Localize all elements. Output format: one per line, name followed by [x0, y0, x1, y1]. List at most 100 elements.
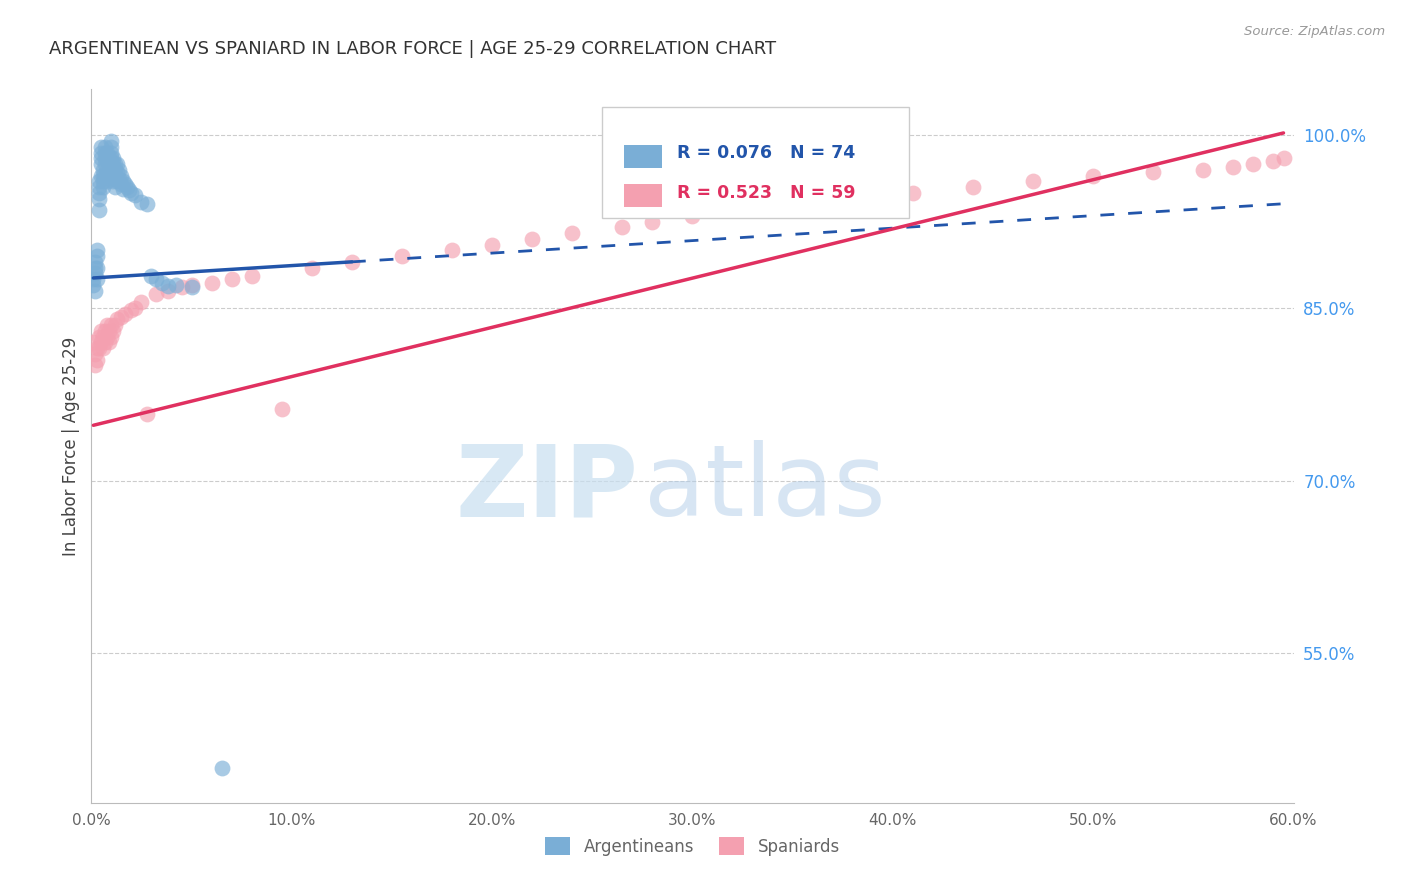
Point — [150, 276, 173, 290]
Point — [89, 186, 111, 200]
Point — [104, 318, 127, 333]
Point — [96, 151, 118, 165]
Point — [100, 134, 122, 148]
Point — [93, 341, 115, 355]
FancyBboxPatch shape — [624, 145, 662, 169]
Point — [131, 194, 153, 209]
Point — [156, 279, 179, 293]
Point — [107, 312, 129, 326]
Point — [107, 174, 129, 188]
Point — [156, 284, 179, 298]
Point — [681, 209, 703, 223]
Point — [94, 335, 117, 350]
Point — [82, 335, 104, 350]
Point — [96, 174, 118, 188]
Point — [90, 169, 112, 183]
Point — [84, 359, 107, 373]
Point — [93, 329, 115, 343]
Point — [180, 277, 202, 292]
Point — [103, 157, 125, 171]
Point — [180, 280, 202, 294]
Point — [1243, 157, 1265, 171]
Point — [1272, 151, 1295, 165]
Point — [103, 151, 125, 165]
Point — [100, 145, 122, 160]
Point — [124, 188, 146, 202]
Point — [90, 324, 112, 338]
Point — [1263, 153, 1285, 168]
Point — [89, 329, 111, 343]
Point — [100, 140, 122, 154]
Point — [108, 172, 131, 186]
Legend: Argentineans, Spaniards: Argentineans, Spaniards — [538, 830, 846, 863]
Point — [721, 202, 744, 217]
Point — [391, 249, 413, 263]
Point — [340, 255, 363, 269]
Point — [96, 162, 118, 177]
Point — [612, 220, 634, 235]
Point — [103, 174, 125, 188]
Point — [108, 162, 131, 177]
Point — [86, 249, 108, 263]
Point — [89, 192, 111, 206]
Point — [118, 184, 141, 198]
Point — [841, 192, 863, 206]
Point — [131, 295, 153, 310]
Point — [1022, 174, 1045, 188]
Text: R = 0.523   N = 59: R = 0.523 N = 59 — [676, 185, 855, 202]
Point — [107, 165, 129, 179]
Point — [93, 180, 115, 194]
Point — [103, 324, 125, 338]
Point — [90, 145, 112, 160]
Point — [561, 226, 583, 240]
Point — [641, 214, 664, 228]
FancyBboxPatch shape — [624, 184, 662, 207]
Point — [89, 174, 111, 188]
Point — [145, 287, 167, 301]
Point — [93, 162, 115, 177]
Point — [110, 177, 132, 191]
Point — [121, 303, 143, 318]
Point — [86, 260, 108, 275]
Point — [100, 157, 122, 171]
Point — [89, 341, 111, 355]
Point — [86, 352, 108, 367]
Point — [962, 180, 984, 194]
Point — [136, 197, 159, 211]
Point — [110, 310, 132, 324]
Point — [82, 272, 104, 286]
Point — [93, 169, 115, 183]
Point — [141, 268, 163, 283]
Point — [96, 145, 118, 160]
Point — [240, 268, 263, 283]
Point — [84, 266, 107, 280]
Point — [114, 307, 136, 321]
Point — [117, 180, 139, 194]
Point — [104, 162, 127, 177]
Point — [90, 157, 112, 171]
Point — [100, 169, 122, 183]
Point — [211, 761, 233, 775]
Point — [93, 174, 115, 188]
Point — [94, 157, 117, 171]
Point — [522, 232, 544, 246]
Point — [104, 157, 127, 171]
Point — [82, 277, 104, 292]
Point — [84, 255, 107, 269]
Point — [90, 335, 112, 350]
Point — [100, 329, 122, 343]
Point — [98, 165, 121, 179]
Point — [121, 186, 143, 200]
Point — [86, 341, 108, 355]
Point — [100, 151, 122, 165]
Point — [94, 151, 117, 165]
Text: ZIP: ZIP — [456, 441, 638, 537]
Point — [301, 260, 323, 275]
Point — [145, 272, 167, 286]
Point — [86, 272, 108, 286]
Point — [90, 151, 112, 165]
Text: Source: ZipAtlas.com: Source: ZipAtlas.com — [1244, 25, 1385, 38]
Point — [94, 140, 117, 154]
Point — [84, 284, 107, 298]
Point — [124, 301, 146, 315]
